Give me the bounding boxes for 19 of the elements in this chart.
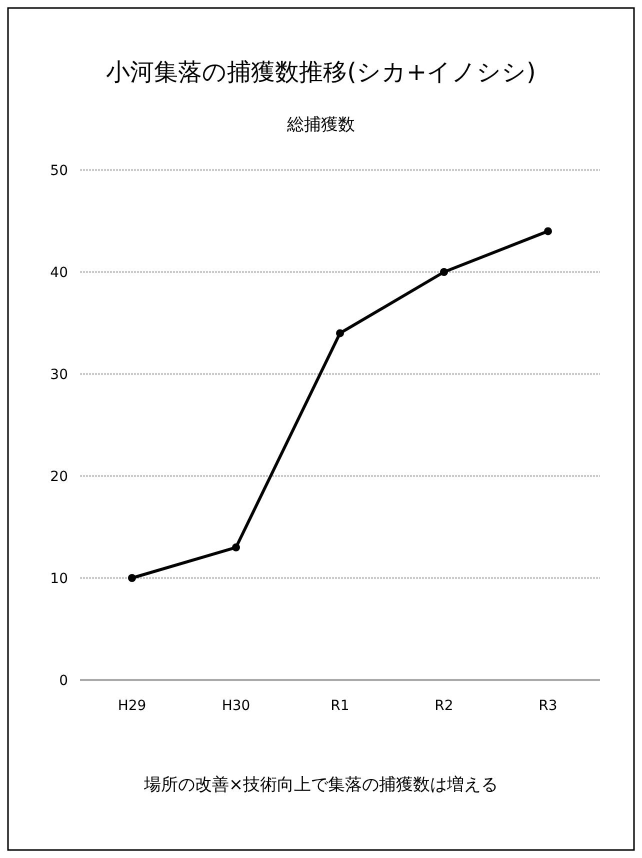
x-tick-label: R2 bbox=[434, 698, 454, 714]
point bbox=[544, 227, 552, 236]
y-tick-label: 50 bbox=[50, 163, 68, 179]
point bbox=[232, 543, 240, 552]
point bbox=[128, 574, 136, 582]
y-tick-label: 20 bbox=[50, 469, 68, 485]
y-tick-label: 30 bbox=[50, 367, 68, 383]
point bbox=[336, 329, 344, 338]
y-tick-label: 10 bbox=[50, 571, 68, 587]
text: 場所の改善×技術向上で集落の捕獲数は増える bbox=[142, 775, 498, 795]
x-tick-label: R3 bbox=[538, 698, 558, 714]
y-tick-label: 40 bbox=[50, 265, 68, 281]
y-tick-label: 0 bbox=[59, 673, 68, 689]
x-tick-label: H29 bbox=[118, 698, 146, 714]
point bbox=[440, 268, 448, 276]
x-tick-label: H30 bbox=[222, 698, 250, 714]
x-tick-label: R1 bbox=[330, 698, 350, 714]
chart-subtitle: 総捕獲数 bbox=[286, 115, 355, 135]
chart-title: 小河集落の捕獲数推移(シカ+イノシシ) bbox=[106, 58, 536, 86]
